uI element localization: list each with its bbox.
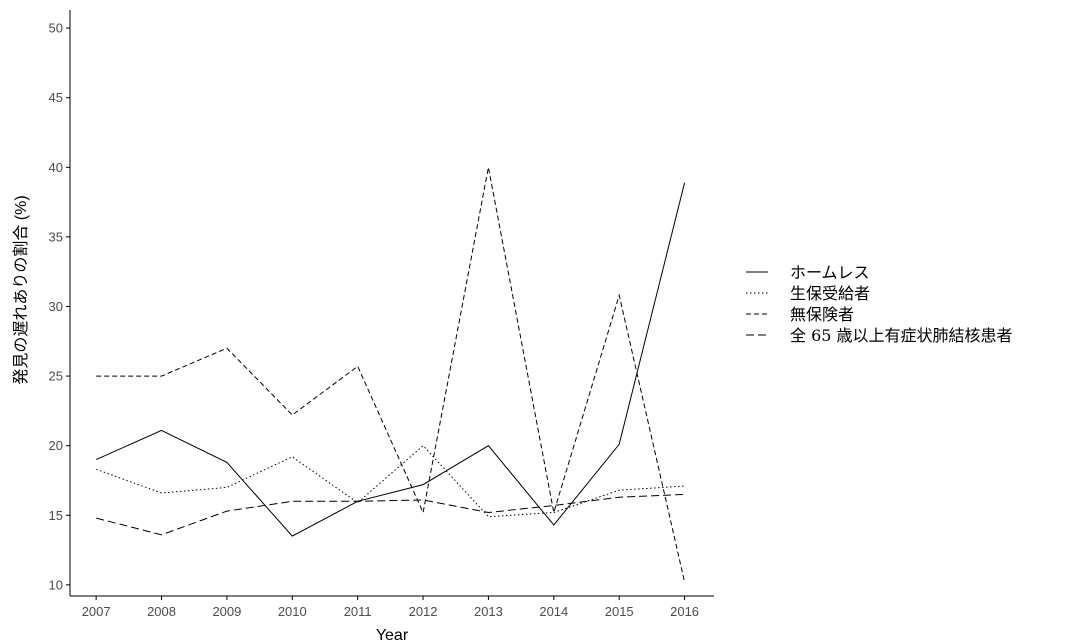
x-tick-label: 2014	[539, 604, 568, 619]
x-tick-label: 2015	[605, 604, 634, 619]
series-lines	[95, 167, 686, 583]
legend-label: 生保受給者	[790, 284, 870, 303]
x-tick-label: 2012	[409, 604, 438, 619]
x-tick-label: 2016	[670, 604, 699, 619]
y-tick-label: 50	[49, 21, 63, 36]
series-line	[96, 493, 685, 536]
x-tick-label: 2010	[278, 604, 307, 619]
y-axis-ticks: 10 15 20 25 30 35 40 45 50	[49, 21, 70, 592]
y-tick-label: 45	[49, 90, 63, 105]
series-line	[96, 167, 686, 583]
y-tick-label: 40	[49, 160, 63, 175]
x-tick-label: 2008	[147, 604, 176, 619]
x-axis-ticks: 2007 2008 2009 2010 2011 2012 2013 2014 2015 2016	[82, 596, 699, 619]
legend-label: 無保険者	[790, 305, 854, 324]
series-line	[96, 445, 685, 518]
x-tick-label: 2007	[82, 604, 111, 619]
y-tick-label: 25	[49, 369, 63, 384]
legend-label: 全 65 歳以上有症状肺結核患者	[790, 326, 1013, 345]
y-axis-title: 発見の遅れありの割合 (%)	[12, 195, 30, 384]
x-tick-label: 2009	[212, 604, 241, 619]
y-tick-label: 35	[49, 229, 63, 244]
x-axis-title: Year	[376, 627, 409, 643]
series-line	[95, 182, 686, 537]
legend-label: ホームレス	[790, 263, 870, 282]
y-tick-label: 30	[49, 299, 63, 314]
x-tick-label: 2011	[344, 604, 372, 619]
y-tick-label: 20	[49, 438, 63, 453]
y-tick-label: 10	[49, 577, 63, 592]
y-tick-label: 15	[49, 508, 63, 523]
x-tick-label: 2013	[474, 604, 503, 619]
